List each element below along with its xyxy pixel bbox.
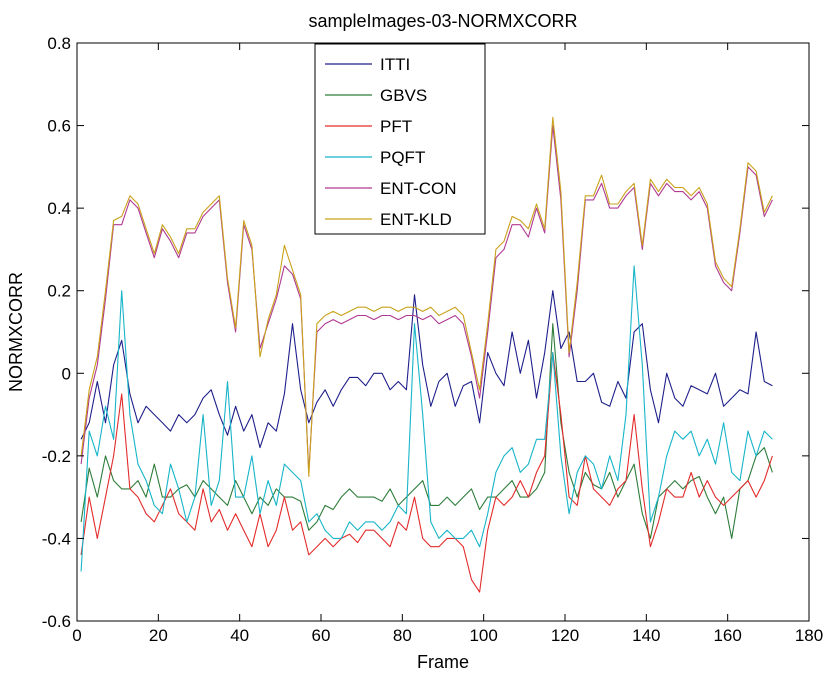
legend-label-itti: ITTI: [380, 55, 410, 74]
plot-frame: [76, 42, 810, 622]
legend-label-gbvs: GBVS: [380, 86, 427, 105]
legend-label-pqft: PQFT: [380, 148, 425, 167]
x-tick-label: 140: [632, 626, 660, 645]
y-tick-label: -0.2: [42, 447, 71, 466]
y-tick-label: 0.4: [47, 199, 71, 218]
x-tick-label: 160: [713, 626, 741, 645]
x-axis-title: Frame: [417, 652, 469, 672]
y-axis-title: NORMXCORR: [6, 272, 26, 392]
y-tick-label: 0.8: [47, 34, 71, 53]
y-axis: -0.6 -0.4 -0.2 0 0.2 0.4 0.6 0.8: [42, 34, 809, 631]
x-tick-label: 20: [149, 626, 168, 645]
y-tick-label: -0.4: [42, 529, 71, 548]
y-tick-label: 0.6: [47, 117, 71, 136]
y-tick-label: 0.2: [47, 282, 71, 301]
series-line-itti: [80, 290, 773, 449]
legend-label-ent-kld: ENT-KLD: [380, 210, 452, 229]
y-tick-label: -0.6: [42, 612, 71, 631]
series-line-ent-con: [80, 125, 773, 473]
x-tick-label: 60: [312, 626, 331, 645]
x-tick-label: 40: [230, 626, 249, 645]
legend-label-ent-con: ENT-CON: [380, 179, 457, 198]
x-tick-label: 80: [393, 626, 412, 645]
chart-title: sampleImages-03-NORMXCORR: [308, 11, 577, 31]
x-tick-label: 0: [72, 626, 81, 645]
series-layer: [80, 116, 773, 593]
series-line-gbvs: [80, 323, 773, 539]
x-tick-label: 180: [795, 626, 823, 645]
x-axis: 0 20 40 60 80 100 120 140 160 180: [72, 43, 823, 645]
x-tick-label: 120: [551, 626, 579, 645]
series-line-pqft: [80, 265, 773, 572]
legend: ITTI GBVS PFT PQFT ENT-CON ENT-KLD: [314, 43, 486, 235]
x-tick-label: 100: [469, 626, 497, 645]
y-tick-label: 0: [62, 364, 71, 383]
legend-label-pft: PFT: [380, 117, 412, 136]
series-line-ent-kld: [80, 116, 773, 478]
series-line-pft: [80, 352, 773, 593]
legend-box: [314, 43, 486, 235]
